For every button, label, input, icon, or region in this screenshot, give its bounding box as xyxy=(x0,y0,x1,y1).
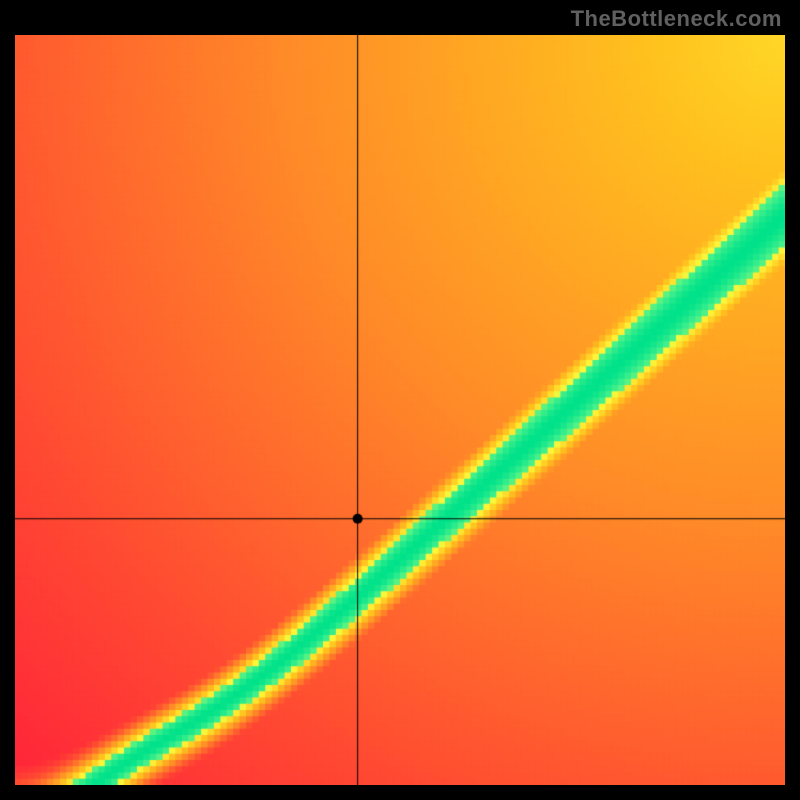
chart-frame: TheBottleneck.com xyxy=(0,0,800,800)
heatmap-canvas xyxy=(15,35,785,785)
bottleneck-heatmap xyxy=(15,35,785,785)
watermark-label: TheBottleneck.com xyxy=(571,6,782,32)
